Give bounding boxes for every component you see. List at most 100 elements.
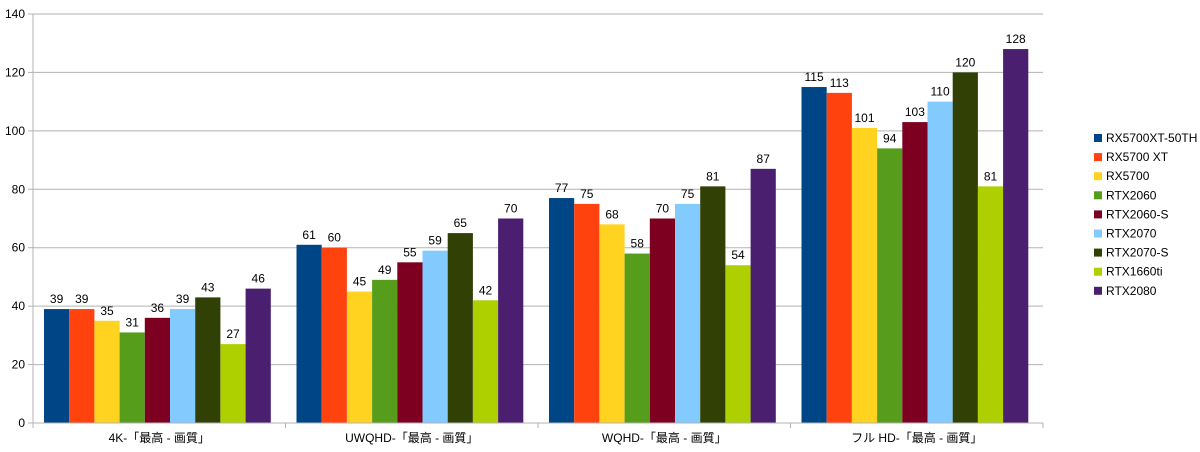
bar xyxy=(927,101,953,424)
bar xyxy=(877,148,903,423)
bar xyxy=(119,332,145,423)
data-label: 42 xyxy=(479,283,493,297)
data-label: 27 xyxy=(226,327,240,341)
bar xyxy=(144,317,170,423)
bar xyxy=(649,218,675,423)
data-label: 87 xyxy=(757,152,771,166)
bar xyxy=(675,203,701,423)
legend: RX5700XT-50TH RX5700 XT RX5700 RTX2060 RTX20… xyxy=(1094,131,1197,298)
legend-swatch xyxy=(1094,248,1102,257)
bar xyxy=(700,186,726,423)
bar xyxy=(624,253,650,423)
data-label: 75 xyxy=(681,187,695,201)
legend-label: RX5700 xyxy=(1106,169,1150,183)
data-label: 94 xyxy=(883,131,897,145)
data-label: 60 xyxy=(328,231,342,245)
bars xyxy=(44,49,1029,424)
bar xyxy=(69,309,95,423)
x-axis-categories: 4K-「最高 - 画質」 UWQHD-「最高 - 画質」 WQHD-「最高 - 画質… xyxy=(109,430,983,445)
y-axis-ticks: 0 20 40 60 80 100 120 140 xyxy=(5,7,33,430)
data-label: 61 xyxy=(302,228,316,242)
data-label: 75 xyxy=(580,187,594,201)
data-label: 110 xyxy=(931,85,950,99)
data-label: 128 xyxy=(1006,32,1026,46)
data-label: 81 xyxy=(984,169,998,183)
data-label: 43 xyxy=(201,280,215,294)
bar xyxy=(952,72,978,423)
data-label: 46 xyxy=(252,272,266,286)
data-label: 103 xyxy=(905,105,925,119)
bar xyxy=(346,291,373,423)
legend-label: RTX1660ti xyxy=(1106,265,1162,279)
legend-label: RTX2070 xyxy=(1106,227,1157,241)
bar xyxy=(801,87,827,424)
bar xyxy=(902,122,928,423)
bar xyxy=(826,92,852,423)
data-label: 36 xyxy=(151,301,165,315)
data-label: 113 xyxy=(830,76,849,90)
data-label: 31 xyxy=(126,315,140,329)
bar xyxy=(422,250,448,423)
legend-label: RTX2070-S xyxy=(1106,246,1168,260)
bar xyxy=(94,320,120,423)
data-label: 70 xyxy=(504,202,518,216)
data-label: 49 xyxy=(378,263,392,277)
y-tick-label: 140 xyxy=(5,7,25,21)
data-label: 59 xyxy=(428,234,442,248)
bar xyxy=(220,344,246,423)
data-label: 70 xyxy=(656,202,670,216)
x-category-label: 4K-「最高 - 画質」 xyxy=(109,430,210,445)
bar xyxy=(195,297,221,423)
legend-swatch xyxy=(1094,134,1102,142)
data-label: 81 xyxy=(706,169,720,183)
data-label: 77 xyxy=(555,181,569,195)
bar xyxy=(296,244,322,423)
bar xyxy=(321,247,347,423)
bar xyxy=(498,218,524,423)
bar xyxy=(170,309,196,423)
data-labels: 39 39 35 31 36 39 43 27 46 61 60 45 49 55 59 65 42 70 77 75… xyxy=(50,32,1026,341)
bar xyxy=(245,288,271,423)
bar xyxy=(851,127,878,423)
legend-swatch xyxy=(1094,286,1102,295)
x-category-label: WQHD-「最高 - 画質」 xyxy=(602,430,727,445)
data-label: 39 xyxy=(50,292,64,306)
legend-swatch xyxy=(1094,229,1102,238)
data-label: 101 xyxy=(854,111,874,125)
y-tick-label: 120 xyxy=(5,65,25,79)
bar xyxy=(574,203,600,423)
bar xyxy=(372,279,398,423)
bar xyxy=(472,300,499,423)
y-tick-label: 0 xyxy=(18,416,25,430)
data-label: 45 xyxy=(353,275,367,289)
bar xyxy=(750,168,776,423)
data-label: 55 xyxy=(403,245,417,259)
x-category-label: UWQHD-「最高 - 画質」 xyxy=(345,430,478,445)
data-label: 39 xyxy=(176,292,190,306)
legend-label: RX5700XT-50TH xyxy=(1106,131,1197,145)
bar xyxy=(1003,49,1029,424)
data-label: 115 xyxy=(805,70,824,84)
y-tick-label: 60 xyxy=(12,241,26,255)
data-label: 65 xyxy=(454,216,468,230)
data-label: 58 xyxy=(631,237,645,251)
legend-swatch xyxy=(1094,172,1102,181)
y-tick-label: 80 xyxy=(12,182,26,196)
legend-swatch xyxy=(1094,191,1102,200)
legend-label: RTX2060 xyxy=(1106,188,1157,202)
bar xyxy=(397,262,423,423)
y-tick-label: 100 xyxy=(5,124,25,138)
bar xyxy=(977,186,1004,423)
legend-swatch xyxy=(1094,210,1102,219)
y-tick-label: 20 xyxy=(12,358,26,372)
y-tick-label: 40 xyxy=(12,299,26,313)
x-category-label: フル HD-「最高 - 画質」 xyxy=(851,430,982,445)
data-label: 68 xyxy=(605,207,619,221)
bar xyxy=(599,224,625,423)
bar xyxy=(725,265,751,423)
legend-label: RTX2060-S xyxy=(1106,207,1168,221)
legend-label: RTX2080 xyxy=(1106,284,1157,298)
data-label: 35 xyxy=(100,304,114,318)
legend-swatch xyxy=(1094,267,1102,276)
